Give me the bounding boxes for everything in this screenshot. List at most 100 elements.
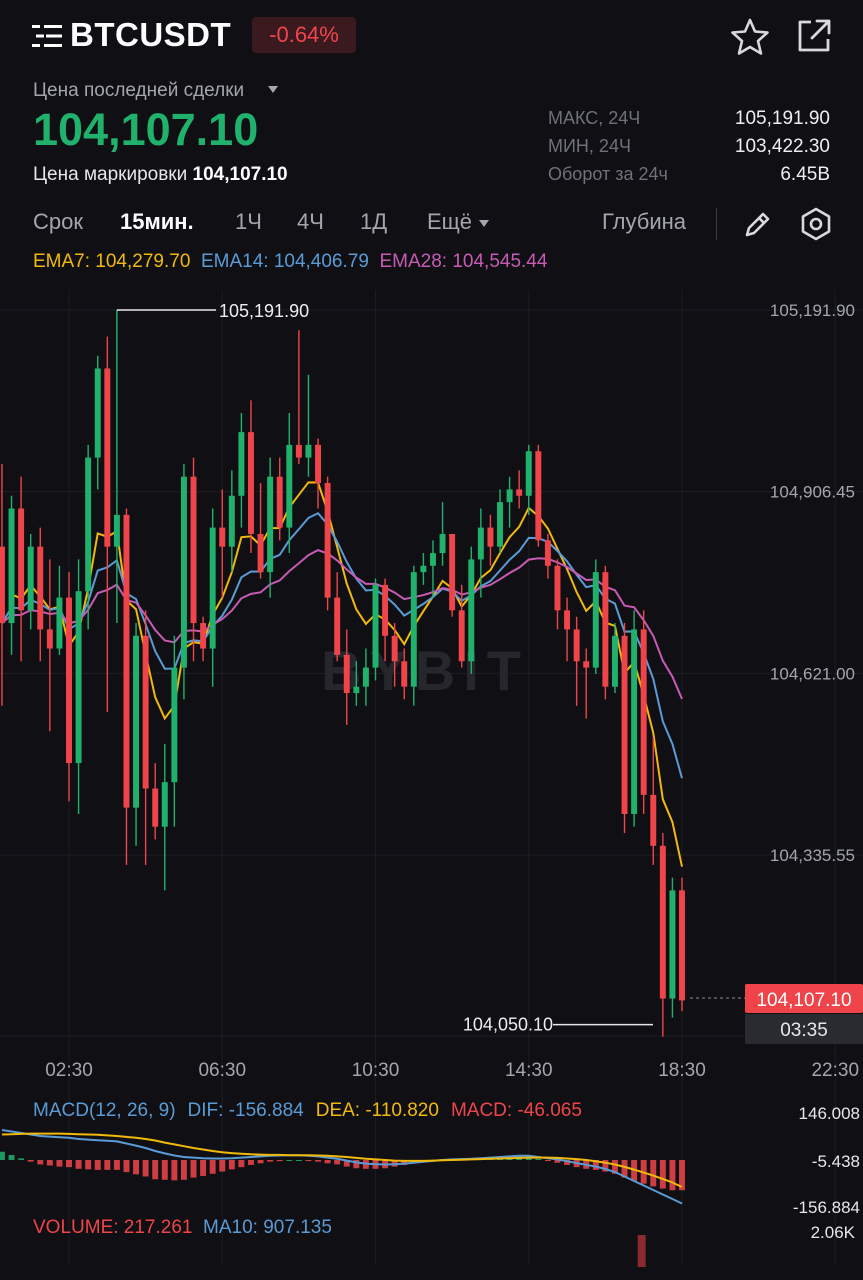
candle bbox=[133, 623, 140, 846]
low-24h-label: МИН, 24Ч bbox=[548, 136, 631, 156]
candle bbox=[209, 508, 216, 687]
low-marker-label: 104,050.10 bbox=[463, 1015, 553, 1035]
candle bbox=[640, 610, 647, 814]
volume-value: VOLUME: 217.261 bbox=[33, 1217, 193, 1238]
macd-histogram-bar bbox=[56, 1160, 63, 1167]
tab-period[interactable]: Срок bbox=[33, 209, 83, 234]
last-price-label[interactable]: Цена последней сделки bbox=[33, 80, 245, 101]
candle bbox=[267, 457, 274, 598]
candle-body bbox=[554, 565, 561, 611]
volume-legend: VOLUME: 217.261 MA10: 907.135 bbox=[33, 1217, 332, 1239]
candle-body bbox=[200, 623, 207, 649]
chevron-down-icon[interactable] bbox=[268, 86, 278, 93]
candle-body bbox=[209, 527, 216, 649]
candle bbox=[429, 540, 436, 598]
chevron-down-icon[interactable] bbox=[479, 220, 489, 227]
candle-body bbox=[353, 686, 360, 694]
candle bbox=[324, 476, 331, 611]
tab-1h[interactable]: 1Ч bbox=[235, 209, 262, 234]
pencil-icon[interactable] bbox=[742, 208, 774, 240]
menu-icon[interactable] bbox=[32, 22, 64, 50]
y-tick-label: 105,191.90 bbox=[770, 301, 855, 320]
candle-body bbox=[171, 667, 178, 783]
macd-histogram-bar bbox=[8, 1155, 15, 1160]
candle bbox=[592, 559, 599, 674]
candle bbox=[362, 648, 369, 706]
turnover-24h-label: Оборот за 24ч bbox=[548, 164, 668, 184]
candle-body bbox=[611, 635, 618, 687]
macd-panel: MACD(12, 26, 9) DIF: -156.884 DEA: -110.82… bbox=[0, 1100, 860, 1217]
candle bbox=[123, 508, 130, 865]
share-icon[interactable] bbox=[795, 17, 833, 55]
candle-body bbox=[142, 635, 149, 789]
macd-scale-mid: -5.438 bbox=[812, 1152, 860, 1171]
macd-histogram-bar bbox=[152, 1160, 159, 1180]
candle-body bbox=[679, 890, 685, 1001]
macd-dea-label: DEA: -110.820 bbox=[316, 1100, 439, 1121]
x-tick-label: 18:30 bbox=[658, 1060, 706, 1081]
macd-histogram-bar bbox=[621, 1160, 628, 1178]
macd-histogram-bar bbox=[602, 1160, 609, 1172]
candle bbox=[410, 565, 417, 706]
macd-histogram-bar bbox=[238, 1160, 245, 1168]
candle bbox=[602, 565, 609, 700]
candle-body bbox=[46, 629, 53, 649]
candle bbox=[295, 330, 302, 464]
macd-histogram-bar bbox=[611, 1160, 618, 1174]
candle-body bbox=[75, 591, 82, 764]
ema-lines bbox=[1, 481, 683, 867]
candle-body bbox=[248, 432, 254, 534]
macd-histogram-bar bbox=[248, 1160, 254, 1165]
candle-body bbox=[468, 559, 475, 662]
tab-4h[interactable]: 4Ч bbox=[297, 209, 324, 234]
candle-body bbox=[133, 635, 140, 808]
current-price-tag bbox=[745, 984, 863, 1013]
volume-ma10: MA10: 907.135 bbox=[203, 1217, 332, 1238]
macd-histogram-bar bbox=[161, 1160, 168, 1180]
symbol-title[interactable]: BTCUSDT bbox=[70, 16, 232, 53]
candle-body bbox=[401, 661, 408, 687]
candle bbox=[343, 629, 350, 725]
settings-icon[interactable] bbox=[798, 206, 834, 242]
candle bbox=[27, 533, 34, 630]
macd-histogram-bar bbox=[401, 1160, 408, 1165]
candle-body bbox=[410, 572, 417, 687]
star-icon[interactable] bbox=[730, 17, 770, 57]
candle bbox=[401, 648, 408, 700]
macd-histogram-bar bbox=[669, 1160, 676, 1191]
y-tick-label: 104,335.55 bbox=[770, 846, 855, 865]
candle-body bbox=[650, 794, 657, 846]
candle-body bbox=[544, 540, 551, 566]
ema14-legend: EMA14: 104,406.79 bbox=[200, 251, 369, 272]
x-tick-label: 14:30 bbox=[505, 1060, 553, 1081]
candle-body bbox=[573, 629, 580, 662]
change-badge: -0.64% bbox=[252, 17, 356, 53]
candle bbox=[497, 489, 503, 554]
candle-body bbox=[152, 788, 159, 827]
axes: 105,191.90 104,906.45 104,621.00 104,335.55… bbox=[45, 301, 859, 1081]
candle-body bbox=[113, 514, 120, 547]
candle bbox=[0, 463, 5, 706]
candle bbox=[8, 495, 15, 655]
tab-depth[interactable]: Глубина bbox=[602, 209, 687, 234]
volume-panel bbox=[637, 1235, 646, 1267]
candle-body bbox=[391, 635, 398, 662]
candle bbox=[506, 476, 513, 528]
macd-histogram-bar bbox=[171, 1160, 178, 1181]
candle bbox=[75, 559, 82, 814]
high-24h-value: 105,191.90 bbox=[734, 108, 830, 129]
tab-1d[interactable]: 1Д bbox=[360, 209, 388, 234]
candle-body bbox=[324, 483, 331, 598]
candle bbox=[487, 514, 494, 566]
price-chart[interactable]: BYBIT 105,191.90 104,050.10 104,107.10 03:3… bbox=[0, 280, 863, 1280]
candle-body bbox=[372, 584, 379, 668]
candle bbox=[458, 584, 465, 668]
countdown-tag bbox=[745, 1014, 863, 1044]
ema14-line bbox=[1, 511, 683, 779]
candle bbox=[200, 616, 207, 662]
candle-body bbox=[305, 444, 312, 458]
candle bbox=[669, 877, 676, 1018]
tab-more[interactable]: Ещё bbox=[427, 209, 473, 234]
tab-15m[interactable]: 15мин. bbox=[120, 209, 194, 234]
mark-price-value: 104,107.10 bbox=[192, 164, 288, 185]
